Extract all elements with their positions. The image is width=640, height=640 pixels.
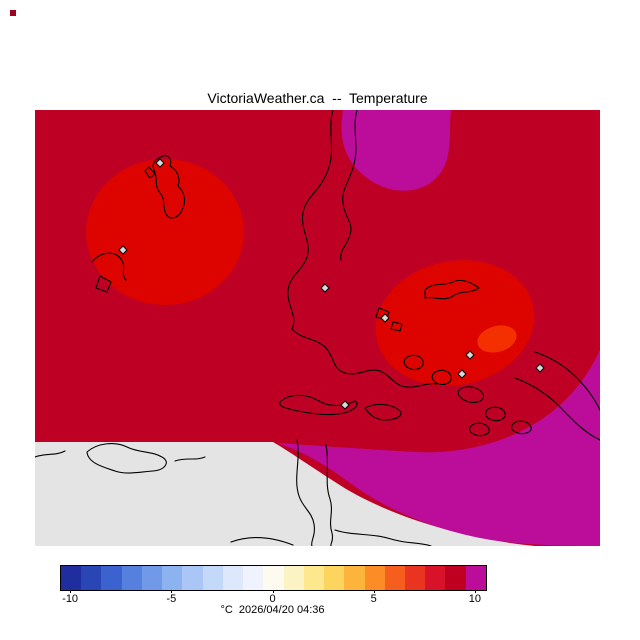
colorbar-swatch: [243, 566, 264, 590]
coastlines: [35, 110, 600, 546]
colorbar-ticks: -10 -5 0 5 10: [60, 590, 485, 607]
station-marker-diamond: [535, 363, 545, 373]
coastline-path: [511, 420, 532, 435]
colorbar-swatch: [303, 566, 325, 590]
station-marker-diamond: [380, 313, 390, 323]
station-markers: [118, 158, 545, 410]
coastline-path: [340, 110, 358, 261]
colorbar-swatch: [384, 566, 405, 590]
station-marker-diamond: [155, 158, 165, 168]
warm-region-west: [86, 159, 244, 305]
corner-artifact: [10, 10, 16, 16]
tick-label: 0: [269, 593, 276, 605]
colorbar-swatch: [81, 566, 102, 590]
station-marker-diamond: [320, 283, 330, 293]
coastline-path: [514, 377, 600, 441]
station-marker-diamond: [457, 369, 467, 379]
coastline-path: [35, 450, 66, 458]
colorbar-swatch: [202, 566, 223, 590]
colorbar-swatch: [364, 566, 385, 590]
coastline-path: [86, 443, 167, 474]
colorbar-swatch: [101, 566, 122, 590]
colorbar-swatch: [425, 566, 446, 590]
coastline-path: [95, 275, 112, 293]
tick-mark: [373, 590, 375, 593]
hot-spot: [477, 325, 517, 353]
colorbar: [60, 565, 487, 591]
coastline-path: [469, 422, 490, 437]
tick-label: 5: [370, 593, 377, 605]
colorbar-swatch: [162, 566, 183, 590]
colorbar-caption: °C 2026/04/20 04:36: [220, 604, 325, 616]
coastline-path: [325, 444, 334, 546]
station-marker-diamond: [340, 400, 350, 410]
colorbar-swatch: [121, 566, 142, 590]
coastline-path: [334, 529, 432, 546]
hot-region-north: [341, 110, 451, 191]
colorbar-swatch: [61, 566, 82, 590]
colorbar-swatch: [324, 566, 345, 590]
station-marker-diamond: [118, 245, 128, 255]
coastline-path: [403, 354, 424, 371]
coastline-path: [174, 456, 206, 462]
coastline-path: [287, 110, 334, 330]
page-title: VictoriaWeather.ca -- Temperature: [207, 90, 428, 106]
colorbar-swatch: [344, 566, 365, 590]
coastline-path: [457, 386, 485, 404]
colorbar-swatch: [404, 566, 426, 590]
coastline-path: [152, 155, 186, 219]
coastline-path: [144, 166, 156, 179]
tick-mark: [474, 590, 476, 593]
colorbar-swatch: [283, 566, 304, 590]
coastline-path: [230, 537, 294, 546]
tick-mark: [272, 590, 274, 593]
colorbar-swatch: [141, 566, 163, 590]
tick-label: 10: [468, 593, 481, 605]
coastline-path: [291, 328, 438, 388]
tick-mark: [70, 590, 72, 593]
colorbar-swatch: [263, 566, 284, 590]
coastline-path: [364, 403, 402, 421]
tick-mark: [171, 590, 173, 593]
coastline-path: [91, 252, 127, 281]
hot-region-south: [277, 350, 600, 546]
tick-label: -5: [166, 593, 177, 605]
station-marker-diamond: [465, 350, 475, 360]
coastline-path: [390, 321, 403, 332]
coastline-path: [296, 439, 315, 546]
warm-region-east: [375, 260, 535, 386]
colorbar-swatch: [445, 566, 466, 590]
colorbar-swatch: [465, 566, 486, 590]
coastline-path: [424, 279, 480, 300]
colorbar-swatch: [182, 566, 203, 590]
coastline-path: [534, 351, 600, 411]
coastline-path: [431, 369, 452, 386]
tick-label: -10: [62, 593, 79, 605]
coastline-path: [279, 394, 358, 416]
coastline-path: [485, 406, 506, 422]
map-image: [35, 110, 600, 546]
map-panel: [35, 110, 600, 546]
colorbar-swatch: [222, 566, 244, 590]
